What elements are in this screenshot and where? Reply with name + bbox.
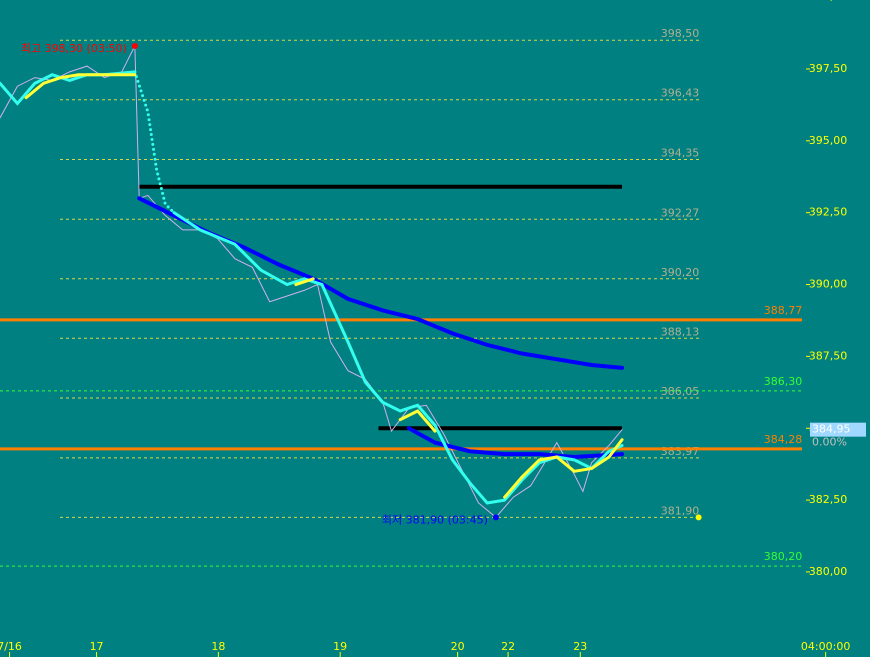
level-label: 394,35 [661,147,700,160]
series-line [133,70,176,215]
x-tick-label: 22 [501,640,515,653]
y-tick-label: 390,00 [809,278,848,291]
annotation: 최고 398,30 (03:50) [21,42,127,55]
y-tick-label: 400,00 [809,0,848,3]
level-label: 386,05 [661,385,700,398]
level-label: 381,90 [661,504,700,517]
h-line-label: 386,30 [764,375,803,388]
level-label: 383,97 [661,445,700,458]
x-tick-label: 17 [90,640,104,653]
series-line [406,426,625,459]
h-line-label: 380,20 [764,550,803,563]
annotation: 최저 381,90 (03:45) [382,513,488,526]
x-tick-label: 20 [451,640,465,653]
current-price: 384,95 [812,423,851,436]
current-price-box [810,422,866,437]
h-line-label: 384,28 [764,433,803,446]
x-tick-label: 19 [333,640,347,653]
level-label: 390,20 [661,266,700,279]
x-tick-label: 23 [573,640,587,653]
x-tick-label: 18 [211,640,225,653]
x-tick-label: 7/16 [0,640,22,653]
level-label: 398,50 [661,27,700,40]
current-change: 0.00% [812,436,847,449]
series-line [24,73,624,499]
h-line-label: 388,77 [764,304,803,317]
annotation-point [492,514,499,521]
y-tick-label: 380,00 [809,565,848,578]
y-tick-label: 382,50 [809,493,848,506]
y-tick-label: 387,50 [809,349,848,362]
y-tick-label: 392,50 [809,206,848,219]
annotation-point [131,42,138,49]
level-label: 388,13 [661,325,700,338]
x-tick-label: 04:00:00 [801,640,850,653]
y-tick-label: 395,00 [809,134,848,147]
level-label: 396,43 [661,87,700,100]
y-tick-label: 397,50 [809,62,848,75]
marker [695,514,702,521]
level-label: 392,27 [661,206,700,219]
